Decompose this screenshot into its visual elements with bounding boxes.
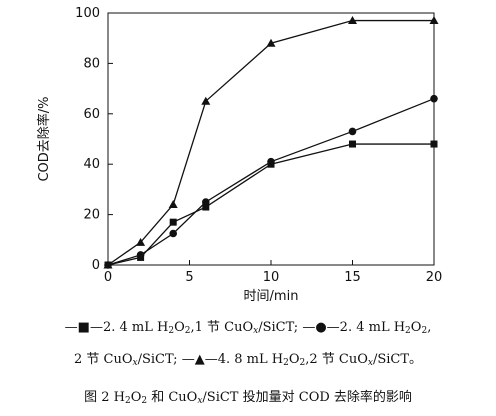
- point-triangle: [168, 200, 178, 209]
- y-tick-label: 80: [83, 56, 100, 71]
- plot-frame: [107, 12, 435, 266]
- y-tick-label: 20: [83, 208, 100, 223]
- point-triangle: [348, 16, 357, 25]
- point-circle: [136, 251, 145, 259]
- y-axis-label: COD去除率/%: [36, 96, 52, 181]
- point-square: [169, 218, 177, 226]
- axes: [107, 12, 435, 266]
- legend-entry-circle: —●—2. 4 mL H2O2,: [302, 320, 432, 336]
- series-line-triangle: [107, 19, 434, 266]
- legend-entry-square: —■—2. 4 mL H2O2,1 节 CuOx/SiCT;: [64, 320, 303, 336]
- legend-row-2: 2 节 CuOx/SiCT; —▲—4. 8 mL H2O2,2 节 CuOx/…: [0, 348, 496, 368]
- point-circle: [169, 229, 177, 238]
- ticks: 0 5 10 15 20 0 20 40 60 80 100: [75, 6, 442, 285]
- point-circle: [202, 198, 210, 206]
- point-square: [430, 140, 438, 148]
- y-tick-label: 60: [83, 107, 100, 122]
- legend-row-1: —■—2. 4 mL H2O2,1 节 CuOx/SiCT; —●—2. 4 m…: [0, 316, 496, 336]
- x-tick-label: 5: [185, 270, 193, 285]
- series-triangle: [103, 16, 439, 269]
- point-triangle: [266, 38, 276, 47]
- x-tick-label: 20: [426, 270, 443, 285]
- point-circle: [430, 94, 438, 103]
- point-square: [202, 203, 210, 211]
- point-circle: [267, 157, 275, 166]
- x-tick-label: 15: [344, 270, 361, 285]
- legend-entry-triangle: —▲—4. 8 mL H2O2,2 节 CuOx/SiCT。: [181, 352, 423, 368]
- x-axis-label: 时间/min: [244, 289, 299, 304]
- x-tick-label: 10: [263, 270, 280, 285]
- y-tick-label: 40: [83, 157, 100, 172]
- legend-entry-circle-cont: 2 节 CuOx/SiCT;: [73, 352, 182, 368]
- point-triangle: [429, 16, 439, 25]
- series-layer: [103, 16, 439, 269]
- y-tick-label: 0: [92, 258, 100, 273]
- figure-caption: 图 2 H2O2 和 CuOx/SiCT 投加量对 COD 去除率的影响: [84, 390, 412, 406]
- chart: 0 5 10 15 20 0 20 40 60 80 100 时间/min COD去除率/%: [36, 6, 442, 304]
- y-tick-label: 100: [75, 6, 100, 21]
- point-triangle: [136, 237, 146, 246]
- point-square: [349, 140, 356, 148]
- point-triangle: [201, 96, 211, 105]
- point-circle: [348, 127, 357, 136]
- point-triangle: [103, 260, 113, 269]
- x-tick-label: 0: [104, 270, 112, 285]
